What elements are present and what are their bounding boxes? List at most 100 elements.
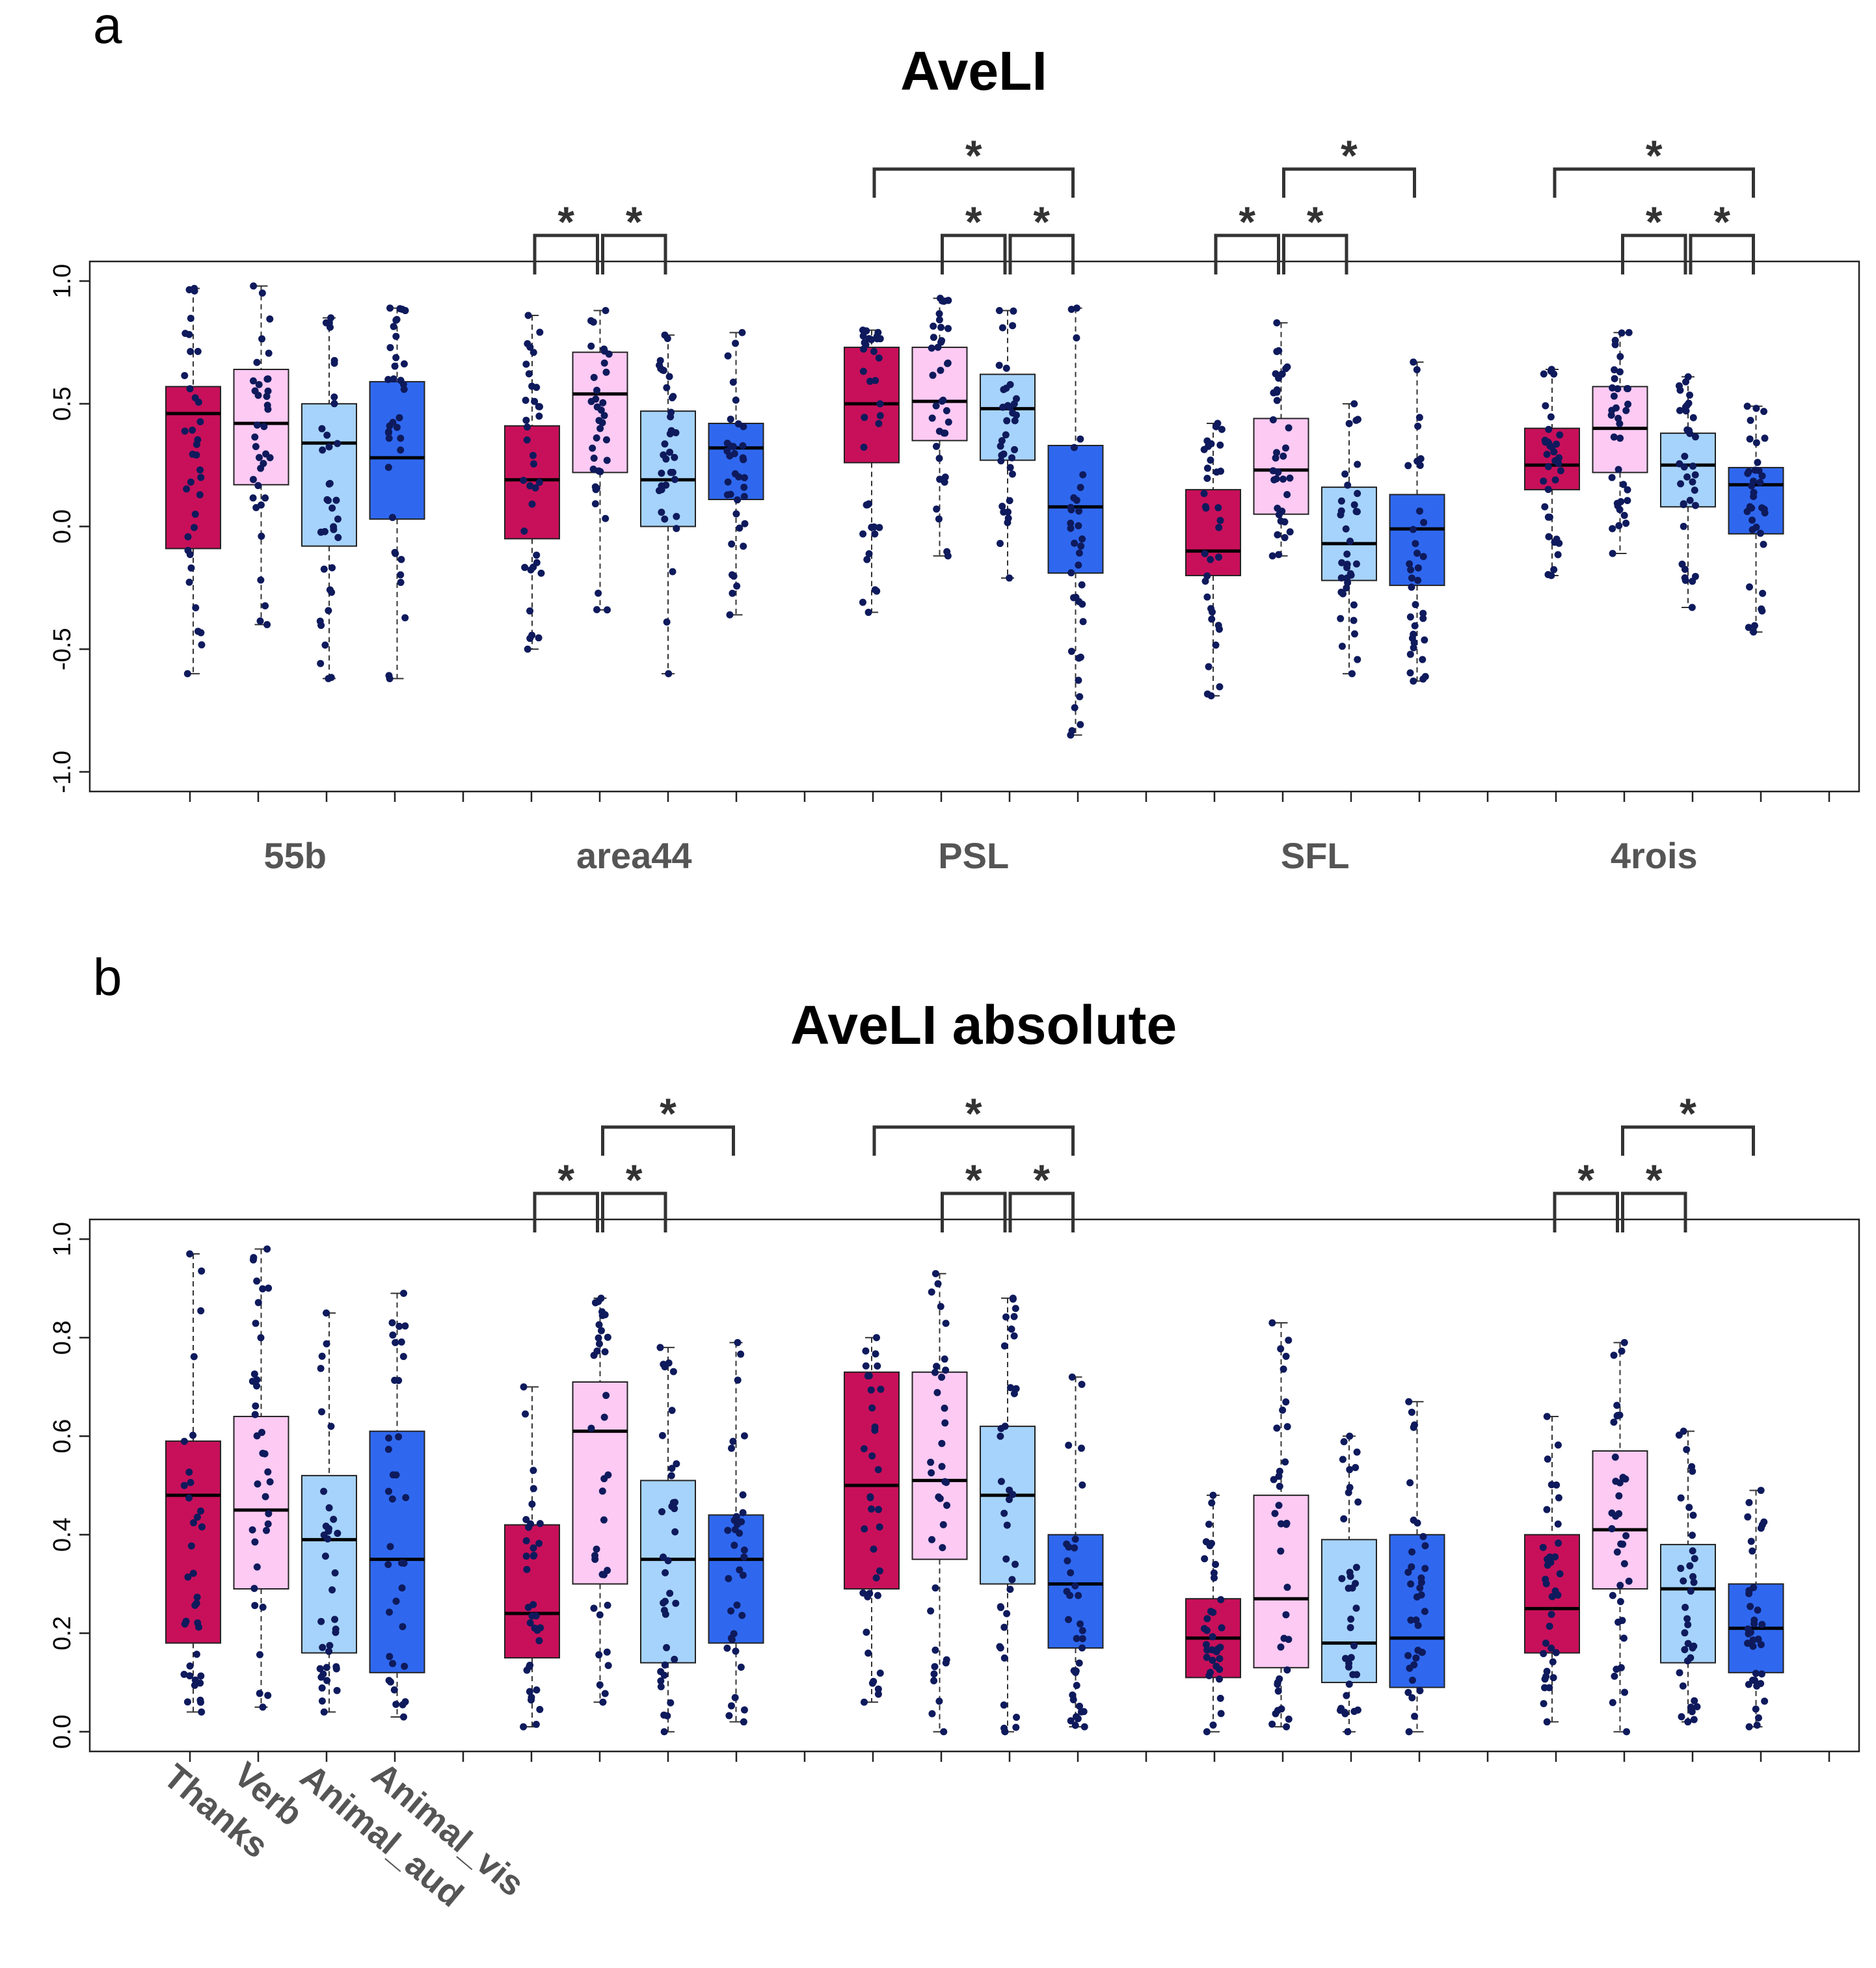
iqr-box [301, 1474, 357, 1654]
data-point [330, 393, 338, 401]
data-point [741, 520, 749, 527]
data-point [658, 486, 665, 494]
data-point [1275, 551, 1283, 559]
data-point [1618, 329, 1626, 337]
data-point [1421, 1565, 1429, 1573]
data-point [248, 1526, 256, 1534]
data-point [666, 1589, 674, 1597]
significance-bracket: * [601, 198, 667, 274]
data-point [662, 1569, 669, 1576]
data-point [603, 457, 611, 464]
data-point [1760, 1518, 1768, 1526]
bracket-line [1008, 233, 1075, 274]
data-point [530, 1552, 538, 1560]
data-point [866, 1494, 874, 1502]
data-point [734, 496, 742, 504]
data-point [1758, 472, 1766, 480]
significance-bracket: * [1282, 198, 1348, 274]
data-point [1273, 386, 1281, 393]
data-point [331, 1616, 339, 1623]
data-point [1353, 1448, 1361, 1456]
data-point [671, 1655, 678, 1663]
data-point [384, 1445, 392, 1453]
data-point [733, 582, 741, 590]
data-point [1548, 1610, 1555, 1618]
data-point [522, 1552, 530, 1560]
data-point [198, 641, 206, 649]
iqr-box [1660, 432, 1716, 508]
data-point [1000, 1654, 1008, 1662]
data-point [319, 446, 327, 454]
data-point [1000, 1623, 1008, 1631]
data-point [1755, 467, 1763, 475]
data-point [1075, 654, 1082, 662]
data-point [1217, 1710, 1225, 1718]
data-point [1285, 424, 1293, 432]
data-point [185, 286, 193, 293]
data-point [1412, 1654, 1420, 1662]
iqr-box [504, 425, 560, 540]
data-point [1406, 650, 1414, 658]
data-point [1341, 1710, 1349, 1718]
data-point [253, 1376, 261, 1384]
data-point [1344, 1728, 1352, 1736]
data-point [1201, 578, 1209, 585]
data-point [196, 466, 204, 474]
significance-bracket: * [1008, 1156, 1075, 1232]
data-point [183, 485, 191, 493]
data-point [536, 403, 544, 410]
data-point [1691, 1697, 1698, 1705]
data-point [1216, 516, 1224, 524]
data-point [602, 306, 610, 314]
data-point [876, 1523, 883, 1531]
data-point [1073, 1634, 1080, 1642]
data-point [1687, 1587, 1695, 1595]
box-55b-Animal_aud [301, 314, 357, 682]
data-point [737, 1664, 745, 1671]
data-point [587, 342, 595, 350]
data-point [1205, 1521, 1213, 1528]
data-point [263, 1526, 271, 1534]
data-point [1542, 1639, 1549, 1647]
data-point [252, 443, 260, 451]
data-point [1209, 1656, 1216, 1664]
data-point [1279, 475, 1287, 483]
box-55b-Thanks [165, 285, 221, 678]
data-point [395, 414, 403, 421]
significance-bracket: * [941, 1156, 1007, 1232]
data-point [1277, 1547, 1285, 1555]
significance-star: * [1307, 198, 1324, 246]
data-point [392, 550, 399, 557]
data-point [1075, 676, 1082, 684]
data-point [259, 1703, 267, 1711]
data-point [943, 548, 951, 555]
data-point [330, 400, 338, 408]
data-point [1009, 1491, 1017, 1498]
data-point [520, 527, 528, 535]
data-point [1075, 522, 1082, 529]
data-point [1350, 1642, 1358, 1650]
panel-a-title: AveLI [900, 40, 1047, 101]
iqr-box [640, 410, 696, 527]
data-point [1203, 464, 1211, 472]
significance-bracket: * [1621, 198, 1687, 274]
data-point [1679, 1682, 1687, 1690]
data-point [1339, 1456, 1347, 1463]
data-point [1354, 1498, 1362, 1506]
y-tick-label: -0.5 [49, 628, 76, 670]
data-point [1689, 414, 1697, 421]
bracket-line [941, 1191, 1007, 1232]
data-point [254, 1480, 261, 1488]
data-point [1268, 1319, 1276, 1327]
box-SFL-Thanks [1185, 419, 1241, 700]
data-point [1608, 473, 1616, 481]
data-point [187, 347, 194, 355]
data-point [1756, 479, 1764, 486]
data-point [1623, 384, 1631, 392]
data-point [999, 403, 1007, 411]
data-point [595, 1651, 603, 1658]
data-point [672, 429, 680, 436]
box-area44-Verb [572, 306, 628, 614]
data-point [250, 1584, 258, 1592]
significance-star: * [965, 1089, 982, 1137]
